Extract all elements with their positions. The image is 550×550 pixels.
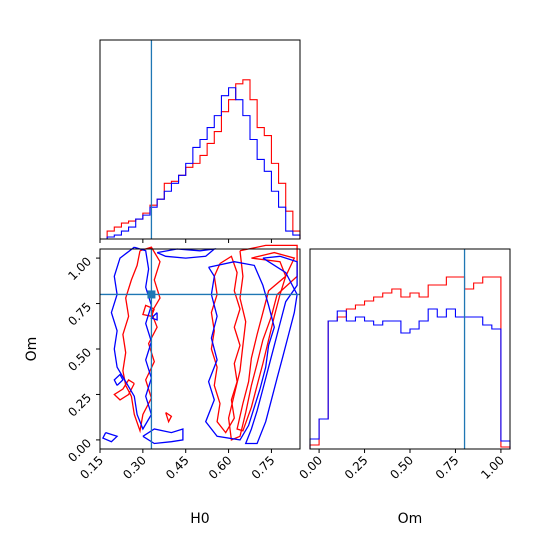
hist-om-curves [309, 276, 511, 449]
joint-ytick-label-2: 0.50 [65, 345, 94, 374]
joint-contour-red-2 [142, 304, 155, 318]
hist-h0-panel [99, 39, 301, 243]
hist-h0-frame [99, 39, 301, 240]
hist-om-red-histogram [309, 276, 511, 449]
hist-om-xtick-label-2: 0.50 [387, 453, 416, 482]
hist-h0-red-histogram [100, 79, 301, 240]
joint-ytick-label-3: 0.75 [65, 300, 94, 329]
joint-xtick-label-1: 0.30 [120, 453, 149, 482]
hist-om-xtick-label-4: 1.00 [478, 453, 507, 482]
joint-frame [99, 248, 301, 450]
joint-ytick-label-1: 0.25 [65, 391, 94, 420]
joint-yticks: 0.000.250.500.751.00 [65, 254, 100, 465]
joint-xticks: 0.15 0.30 0.45 0.60 0.75 [77, 449, 278, 482]
joint-contour-blue-11 [142, 428, 184, 445]
joint-contour-blue-10 [150, 312, 158, 321]
joint-truth-marker [147, 290, 156, 299]
joint-contour-blue-9 [113, 373, 124, 386]
joint-ytick-label-4: 1.00 [65, 254, 94, 283]
joint-contour-blue-13 [204, 261, 275, 441]
y-axis-label-om: Om [24, 337, 40, 362]
joint-contour-blue-14 [244, 255, 298, 445]
joint-contour-blue-12 [156, 248, 217, 259]
hist-h0-curves [100, 79, 301, 240]
hist-om-xtick-label-0: 0.00 [296, 453, 325, 482]
joint-contour-red-3 [210, 255, 241, 434]
joint-contour-blue-8 [102, 431, 119, 443]
joint-contour-blue-7 [110, 246, 153, 431]
hist-h0-ticks [99, 239, 272, 243]
joint-panel: 0.15 0.30 0.45 0.60 0.75 0.000.250.500.751.0… [24, 244, 301, 527]
hist-om-blue-histogram [309, 308, 511, 449]
joint-xtick-label-4: 0.75 [249, 453, 278, 482]
hist-om-xtick-label-1: 0.25 [342, 453, 371, 482]
x-axis-label-h0: H0 [190, 511, 209, 527]
joint-contour-red-6 [165, 412, 173, 424]
joint-contour-red-5 [236, 251, 296, 432]
x-axis-label-om: Om [398, 511, 423, 527]
joint-xtick-label-3: 0.60 [206, 453, 235, 482]
joint-xtick-label-2: 0.45 [163, 453, 192, 482]
hist-om-panel: 0.00 0.25 0.50 0.75 1.00 Om [296, 248, 511, 527]
hist-h0-blue-histogram [100, 87, 301, 240]
joint-contour-red-0 [122, 246, 161, 434]
joint-contour-red-4 [227, 244, 298, 441]
joint-contour-red-1 [113, 379, 135, 401]
hist-om-xtick-label-3: 0.75 [433, 453, 462, 482]
joint-contours [102, 244, 298, 445]
hist-om-xticks: 0.00 0.25 0.50 0.75 1.00 [296, 449, 507, 482]
hist-om-frame [309, 248, 511, 450]
